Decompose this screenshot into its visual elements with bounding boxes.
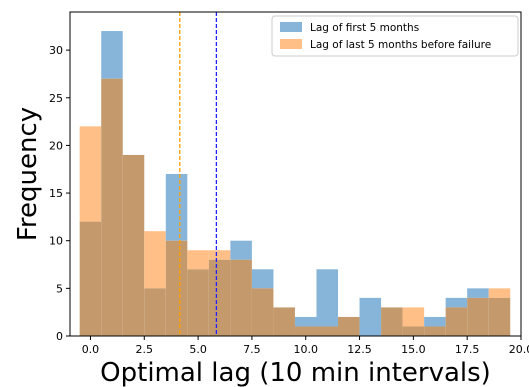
histogram-bar	[294, 316, 317, 327]
histogram-bar-overlap	[488, 297, 511, 336]
histogram-bar-overlap	[251, 288, 274, 336]
histogram-bar-overlap	[122, 154, 145, 336]
histogram-bar	[251, 269, 274, 289]
x-tick-label: 7.5	[243, 343, 261, 356]
y-tick-label: 15	[49, 187, 63, 200]
histogram-bar	[165, 174, 188, 241]
histogram-bar-overlap	[467, 297, 489, 336]
histogram-bar-overlap	[230, 259, 252, 336]
legend-swatch	[280, 39, 302, 49]
y-tick-label: 30	[49, 44, 63, 57]
histogram-bar	[79, 126, 102, 222]
histogram-bar-overlap	[79, 221, 102, 336]
histogram-bar	[359, 297, 382, 336]
bars-layer	[79, 31, 511, 337]
x-tick-label: 20.0	[509, 343, 529, 356]
x-tick-label: 0.0	[82, 343, 100, 356]
y-tick-label: 25	[49, 92, 63, 105]
x-axis-ticks: 0.0 2.5 5.0 7.5 10.0 12.5 15.0 17.5 20.0	[82, 336, 529, 356]
histogram-bar-overlap	[381, 307, 403, 336]
histogram-bar	[488, 288, 511, 298]
x-axis-label: Optimal lag (10 min intervals)	[100, 358, 491, 387]
histogram-bar-overlap	[316, 326, 339, 336]
mean-lines-layer	[179, 12, 218, 336]
histogram-bar-overlap	[338, 316, 360, 336]
histogram-bar	[101, 31, 123, 79]
legend-label: Lag of first 5 months	[310, 22, 419, 34]
histogram-bar	[467, 288, 489, 298]
histogram-bar-overlap	[165, 240, 188, 336]
x-tick-label: 2.5	[136, 343, 154, 356]
histogram-bar	[402, 307, 425, 327]
y-axis-label: Frequency	[13, 107, 43, 241]
y-tick-label: 20	[49, 139, 63, 152]
histogram-bar	[187, 250, 209, 270]
histogram-bar-overlap	[402, 326, 425, 336]
histogram-bar	[424, 316, 446, 327]
histogram-bar-overlap	[187, 269, 209, 336]
x-tick-label: 12.5	[347, 343, 372, 356]
histogram-bar	[316, 269, 339, 327]
histogram-bar-overlap	[208, 259, 231, 336]
histogram-bar-overlap	[424, 326, 446, 336]
histogram-bar	[208, 250, 231, 260]
histogram-bar	[144, 231, 166, 289]
histogram-bar-overlap	[101, 78, 123, 337]
plot-frame	[69, 11, 522, 337]
histogram-bar-overlap	[294, 326, 317, 336]
y-tick-label: 5	[56, 282, 63, 295]
histogram-bar-overlap	[273, 307, 295, 336]
legend-swatch	[280, 22, 302, 32]
y-tick-label: 0	[56, 330, 63, 343]
y-tick-label: 10	[49, 235, 63, 248]
y-axis-ticks: 0 5 10 15 20 25 30	[49, 44, 70, 343]
x-tick-label: 10.0	[293, 343, 318, 356]
histogram-bar-overlap	[144, 288, 166, 336]
legend: Lag of first 5 months Lag of last 5 month…	[271, 15, 519, 57]
histogram-bar	[445, 297, 468, 308]
legend-label: Lag of last 5 months before failure	[310, 39, 491, 51]
x-tick-label: 17.5	[455, 343, 480, 356]
x-tick-label: 15.0	[401, 343, 426, 356]
legend-box	[271, 15, 519, 57]
x-tick-label: 5.0	[189, 343, 207, 356]
histogram-bar	[230, 240, 252, 260]
histogram-bar-overlap	[445, 307, 468, 336]
